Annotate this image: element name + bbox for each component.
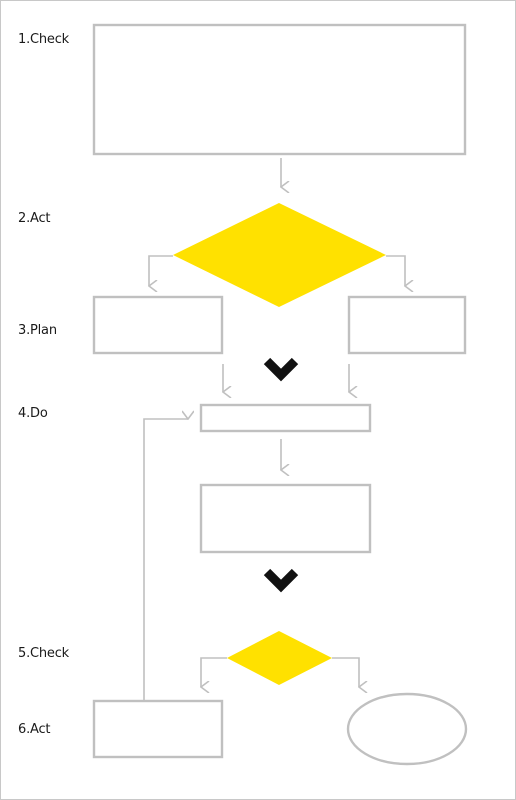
plan-box-left	[92, 295, 224, 355]
do-box-small	[199, 403, 372, 433]
do-box-large	[199, 483, 372, 554]
plan-box-right	[347, 295, 467, 355]
step-label-2: 2.Act	[18, 211, 51, 226]
connector-check-left-branch	[201, 657, 227, 687]
decision-diamond-large	[173, 203, 386, 307]
connector-loop-back	[143, 419, 188, 700]
connector-check-right-branch	[332, 657, 359, 687]
chevron-down-icon	[263, 357, 299, 382]
step-label-3: 3.Plan	[18, 323, 57, 338]
connector-decision-right-branch	[386, 255, 405, 286]
step-label-5: 5.Check	[18, 646, 69, 661]
step-label-1: 1.Check	[18, 32, 69, 47]
step-label-6: 6.Act	[18, 722, 51, 737]
chevron-down-icon	[263, 568, 299, 593]
check-box-top	[92, 23, 467, 156]
decision-diamond-small	[227, 631, 332, 685]
act-box	[92, 699, 224, 759]
end-ellipse	[346, 692, 468, 766]
step-label-4: 4.Do	[18, 406, 48, 421]
connector-decision-left-branch	[149, 255, 173, 286]
